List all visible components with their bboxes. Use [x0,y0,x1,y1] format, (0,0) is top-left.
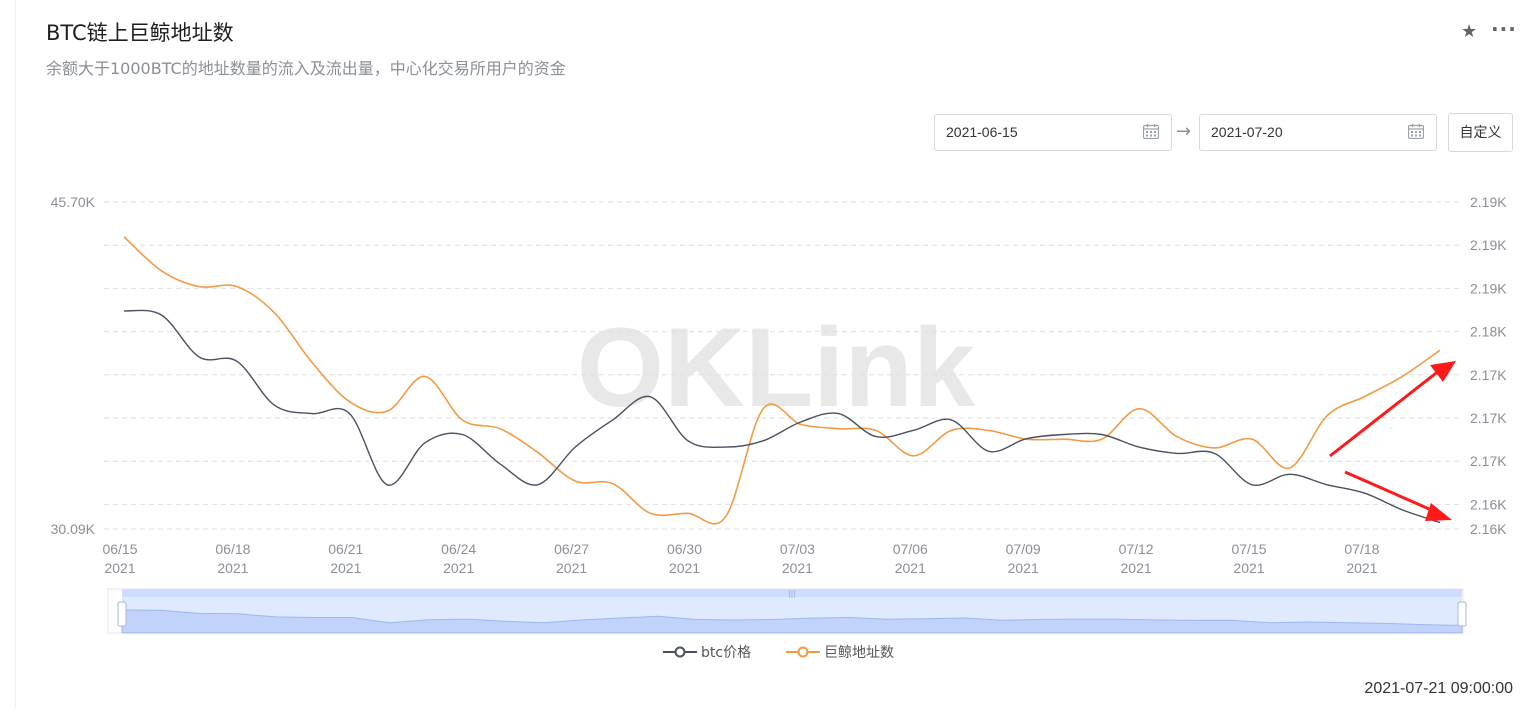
calendar-icon[interactable] [1143,124,1159,139]
panel-left-border [15,0,16,709]
chart-canvas: OKLink 45.70K 30.09K 2.19K 2.19K 2.19K 2.18K 2… [51,194,1508,634]
x-tick-label: 07/06 [893,541,928,557]
data-zoom-slider[interactable]: ||| [107,588,1467,634]
arrow-right-icon: → [1176,121,1192,142]
legend-label: btc价格 [701,645,752,661]
x-tick-year: 2021 [330,560,361,576]
x-tick-year: 2021 [895,560,926,576]
y-right-tick-label: 2.17K [1470,367,1507,383]
x-tick-label: 06/24 [441,541,476,557]
y-right-tick-label: 2.17K [1470,453,1507,469]
calendar-icon[interactable] [1408,124,1424,139]
x-tick-label: 07/18 [1344,541,1379,557]
y-right-tick-label: 2.16K [1470,521,1507,537]
y-left-tick-label: 30.09K [51,521,96,537]
zoom-handle-right [1457,601,1467,627]
y-right-tick-label: 2.19K [1470,237,1507,253]
start-date-input[interactable]: 2021-06-15 [934,114,1172,151]
x-tick-label: 07/03 [780,541,815,557]
y-right-tick-label: 2.18K [1470,324,1507,340]
page-title: BTC链上巨鲸地址数 [46,21,234,45]
y-right-tick-label: 2.19K [1470,194,1507,210]
arrow-down-shaft [1344,470,1437,514]
arrow-up-head [1430,361,1456,382]
legend-line-icon [663,646,697,658]
legend-item-whale[interactable]: 巨鲸地址数 [786,642,894,662]
more-icon[interactable]: ··· [1491,17,1517,41]
x-tick-label: 07/12 [1119,541,1154,557]
x-tick-label: 06/21 [328,541,363,557]
zoom-top-bar [122,589,1462,597]
x-tick-year: 2021 [217,560,248,576]
x-tick-year: 2021 [669,560,700,576]
start-date-value: 2021-06-15 [946,124,1018,140]
y-right-tick-label: 2.19K [1470,280,1507,296]
zoom-handle-left [117,601,127,627]
series-layer [123,236,1441,525]
annotations [1329,361,1456,521]
arrow-down-head [1425,503,1452,521]
series-line-btc-price [123,309,1441,524]
x-tick-label: 07/09 [1006,541,1041,557]
page-subtitle: 余额大于1000BTC的地址数量的流入及流出量，中心化交易所用户的资金 [46,59,566,78]
timestamp: 2021-07-21 09:00:00 [1364,680,1513,697]
x-tick-year: 2021 [104,560,135,576]
y-right-tick-label: 2.16K [1470,496,1507,512]
legend-item-btc[interactable]: btc价格 [663,642,751,662]
custom-range-button[interactable]: 自定义 [1448,113,1513,152]
x-tick-year: 2021 [1008,560,1039,576]
x-tick-year: 2021 [1346,560,1377,576]
x-tick-label: 06/15 [102,541,137,557]
arrow-up-shaft [1329,368,1441,458]
star-icon[interactable]: ★ [1461,21,1478,42]
x-tick-label: 06/18 [215,541,250,557]
x-tick-label: 06/30 [667,541,702,557]
x-tick-year: 2021 [1233,560,1264,576]
legend-label: 巨鲸地址数 [824,645,894,661]
y-right-tick-label: 2.17K [1470,410,1507,426]
x-tick-year: 2021 [1121,560,1152,576]
x-tick-label: 06/27 [554,541,589,557]
watermark: OKLink [577,305,976,430]
grid-lines [104,201,1460,530]
zoom-drag-icon: ||| [788,589,796,598]
y-left-tick-label: 45.70K [51,194,96,210]
zoom-preview-area [121,609,1463,634]
axes: 45.70K 30.09K 2.19K 2.19K 2.19K 2.18K 2.17K 2.1… [51,194,1508,576]
end-date-input[interactable]: 2021-07-20 [1199,114,1437,151]
legend: btc价格 巨鲸地址数 [0,642,1525,664]
x-tick-year: 2021 [782,560,813,576]
x-tick-year: 2021 [443,560,474,576]
end-date-value: 2021-07-20 [1211,124,1283,140]
x-tick-year: 2021 [556,560,587,576]
legend-line-icon [786,646,820,658]
series-line-whale-addresses [123,236,1441,525]
x-tick-label: 07/15 [1231,541,1266,557]
